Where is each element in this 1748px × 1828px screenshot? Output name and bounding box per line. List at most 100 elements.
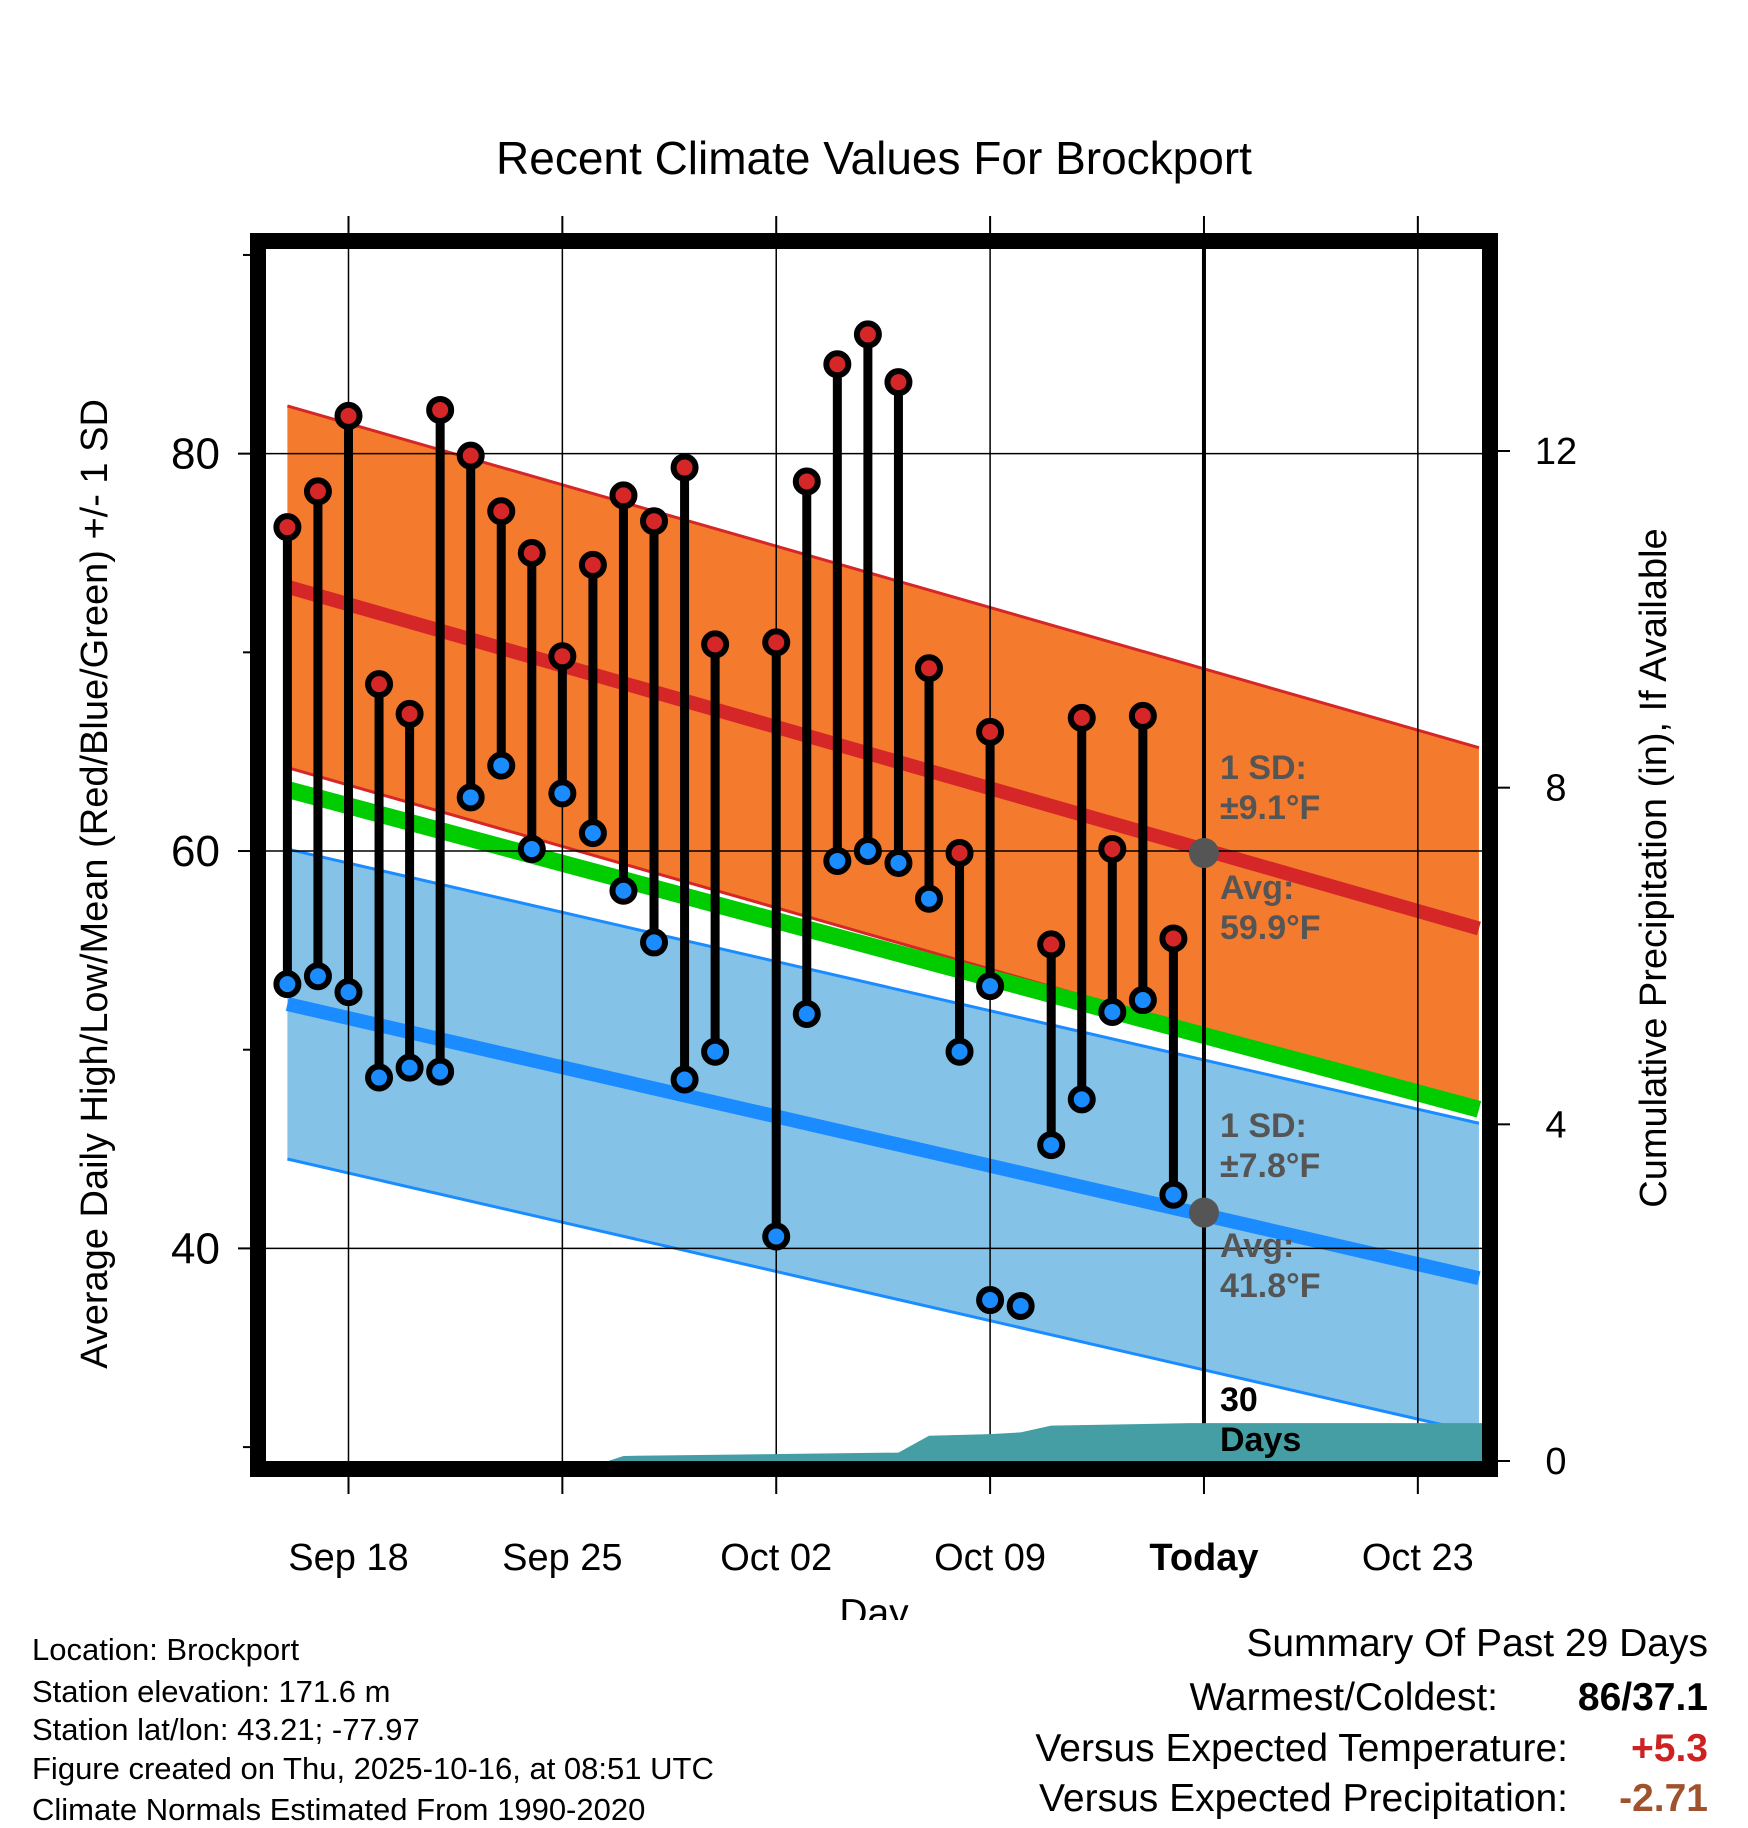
daily-high-point [365,670,394,699]
high-sd-band-upper-edge [286,404,1480,750]
daily-low-point [853,837,882,866]
daily-low-point [945,1037,974,1066]
climate-chart: Recent Climate Values For Brockport 1 SD… [74,132,1675,1620]
summary-heading: Summary Of Past 29 Days [1246,1622,1708,1665]
y-axis-label: Average Daily High/Low/Mean (Red/Blue/Gr… [74,399,116,1369]
daily-low-point [640,928,669,957]
daily-high-point [1098,835,1127,864]
summary-precip-value: -2.71 [1619,1777,1708,1820]
daily-low-point [1006,1292,1035,1321]
low-normal-line [285,997,1481,1286]
daily-high-point [548,642,577,671]
y-tick-label: 60 [171,827,220,876]
daily-high-point [426,395,455,424]
daily-high-point [945,839,974,868]
high-avg-annotation-1: 59.9°F [1220,909,1321,947]
daily-low-point [426,1057,455,1086]
info-latlon: Station lat/lon: 43.21; -77.97 [32,1712,420,1747]
chart-title: Recent Climate Values For Brockport [496,132,1252,184]
daily-high-point [487,497,516,526]
period-annotation-1: Days [1220,1421,1301,1459]
daily-low-point [365,1063,394,1092]
low-sd-band-lower-edge [287,1157,1480,1435]
daily-high-point [884,368,913,397]
summary-warm-cold-value: 86/37.1 [1577,1676,1708,1719]
daily-low-point [762,1222,791,1251]
low-avg-annotation-0: Avg: [1220,1227,1294,1265]
daily-low-point [609,876,638,905]
daily-low-point [395,1053,424,1082]
daily-high-point [334,401,363,430]
low-avg-annotation-1: 41.8°F [1220,1267,1321,1305]
daily-low-point [976,1286,1005,1315]
high-avg-annotation-0: Avg: [1220,869,1294,907]
daily-high-point [1067,703,1096,732]
daily-low-point [334,978,363,1007]
summary-temp-label: Versus Expected Temperature: [1035,1727,1568,1770]
high-today-avg-point [1188,838,1219,869]
x-tick-label: Sep 25 [502,1537,622,1579]
daily-high-point [762,628,791,657]
mean-normal-line [285,781,1482,1118]
daily-high-point [914,654,943,683]
plot-frame [250,233,1498,1477]
info-normals: Climate Normals Estimated From 1990-2020 [32,1792,646,1827]
daily-low-point [303,962,332,991]
daily-high-point [823,350,852,379]
daily-low-point [701,1037,730,1066]
low-today-avg-point [1188,1197,1219,1228]
daily-low-point [548,779,577,808]
precip-area [287,1423,1482,1461]
daily-high-point [578,550,607,579]
y2-tick-label: 12 [1535,431,1577,473]
daily-high-point [853,320,882,349]
daily-low-point [456,783,485,812]
low-sd-band-upper-edge [287,847,1480,1125]
daily-low-point [1067,1085,1096,1114]
daily-high-point [640,507,669,536]
daily-low-point [1098,997,1127,1026]
daily-low-point [1159,1180,1188,1209]
low-sd-annotation-1: ±7.8°F [1220,1147,1320,1185]
y2-tick-label: 4 [1545,1104,1566,1146]
daily-high-point [976,717,1005,746]
daily-low-point [1037,1131,1066,1160]
daily-low-point [670,1065,699,1094]
daily-high-point [609,481,638,510]
daily-low-point [792,999,821,1028]
high-sd-annotation-0: 1 SD: [1220,749,1307,787]
daily-low-point [976,972,1005,1001]
y2-tick-label: 0 [1545,1441,1566,1483]
y-tick-label: 40 [171,1224,220,1273]
daily-high-point [1037,930,1066,959]
daily-low-point [578,819,607,848]
daily-high-point [395,699,424,728]
daily-high-point [303,477,332,506]
daily-low-point [487,751,516,780]
info-location: Location: Brockport [32,1632,300,1667]
daily-high-point [456,441,485,470]
period-annotation-0: 30 [1220,1381,1258,1419]
daily-low-point [884,848,913,877]
daily-high-point [701,630,730,659]
x-tick-label: Oct 02 [720,1537,832,1579]
daily-low-point [823,846,852,875]
x-tick-label: Today [1149,1537,1258,1579]
high-sd-annotation-1: ±9.1°F [1220,789,1320,827]
x-tick-label: Oct 23 [1362,1537,1474,1579]
daily-low-point [914,884,943,913]
x-tick-label: Oct 09 [934,1537,1046,1579]
low-sd-annotation-0: 1 SD: [1220,1107,1307,1145]
y2-axis-label: Cumulative Precipitation (in), If Availa… [1633,528,1675,1207]
x-axis-label: Day [839,1592,909,1620]
daily-low-point [517,835,546,864]
y2-tick-label: 8 [1545,768,1566,810]
daily-high-point [670,453,699,482]
summary-temp-value: +5.3 [1631,1727,1708,1770]
summary-precip-label: Versus Expected Precipitation: [1039,1777,1568,1820]
high-normal-line [285,580,1481,936]
info-created: Figure created on Thu, 2025-10-16, at 08… [32,1751,714,1786]
daily-high-point [273,513,302,542]
daily-low-point [273,970,302,999]
x-tick-label: Sep 18 [288,1537,408,1579]
